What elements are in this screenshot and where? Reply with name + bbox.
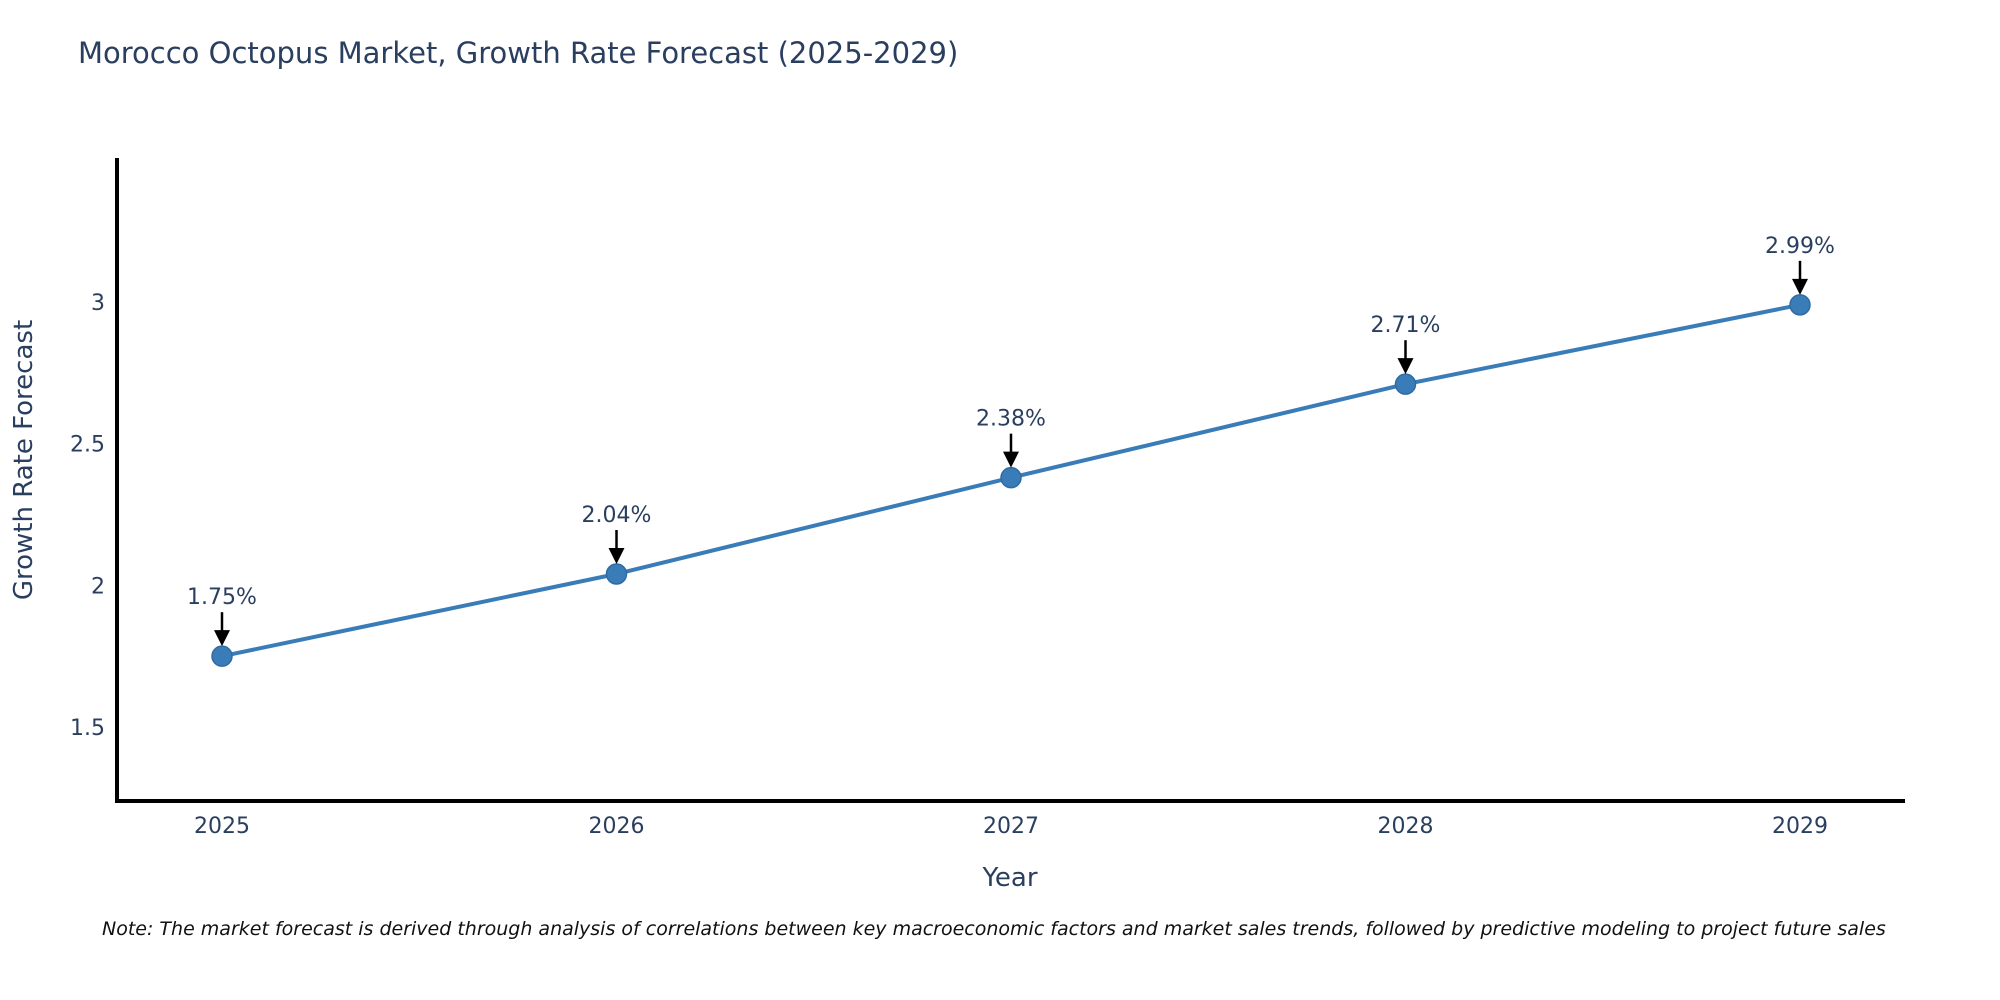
y-tick-3: 3 (91, 291, 105, 316)
data-point-2028 (1394, 373, 1417, 395)
point-annotations: 1.75% 2.04% 2.38% 2.71% 2.99% (187, 234, 1835, 647)
annotation-label-2025: 1.75% (187, 585, 257, 610)
data-point-2029 (1789, 294, 1811, 316)
y-axis-ticks: 1.5 2 2.5 3 (70, 291, 105, 741)
x-axis-ticks: 2025 2026 2027 2028 2029 (194, 814, 1828, 839)
x-tick-2025: 2025 (194, 814, 250, 839)
annotation-label-2029: 2.99% (1765, 234, 1835, 259)
y-axis-title: Growth Rate Forecast (9, 320, 39, 600)
x-tick-2026: 2026 (589, 814, 645, 839)
annotation-arrowhead-2029 (1792, 278, 1808, 295)
y-tick-1.5: 1.5 (70, 716, 105, 741)
annotation-arrowhead-2027 (1003, 451, 1019, 468)
annotation-label-2028: 2.71% (1371, 313, 1441, 338)
x-tick-2028: 2028 (1378, 814, 1434, 839)
x-axis-title: Year (981, 863, 1037, 893)
data-point-2025 (211, 645, 233, 667)
footnote: Note: The market forecast is derived thr… (102, 918, 1886, 940)
data-point-2027 (1000, 466, 1022, 489)
y-tick-2: 2 (91, 574, 105, 599)
annotation-arrowhead-2028 (1397, 358, 1414, 375)
annotation-arrowhead-2026 (608, 548, 625, 565)
chart-title: Morocco Octopus Market, Growth Rate Fore… (78, 36, 959, 70)
axes (115, 158, 1905, 803)
x-tick-2027: 2027 (983, 814, 1039, 839)
annotation-label-2026: 2.04% (582, 503, 652, 528)
y-tick-2.5: 2.5 (70, 433, 105, 458)
annotation-arrowhead-2025 (214, 630, 230, 647)
data-point-2026 (605, 563, 628, 585)
x-tick-2029: 2029 (1772, 814, 1828, 839)
annotation-label-2027: 2.38% (976, 407, 1046, 432)
